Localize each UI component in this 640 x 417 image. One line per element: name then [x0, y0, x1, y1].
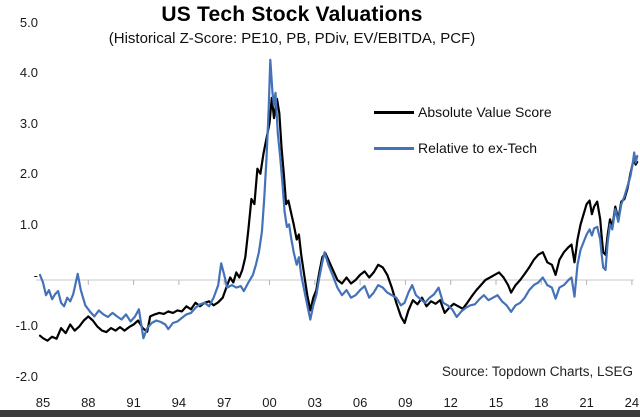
series-line-relative — [38, 58, 639, 340]
legend-label-absolute: Absolute Value Score — [418, 104, 552, 120]
y-axis-label: - — [33, 267, 38, 283]
x-axis-label: 06 — [352, 395, 368, 410]
x-axis-label: 24 — [624, 395, 640, 410]
x-axis-label: 21 — [579, 395, 594, 410]
x-axis-label: 18 — [534, 395, 549, 410]
x-axis-label: 15 — [488, 395, 504, 410]
chart-subtitle: (Historical Z-Score: PE10, PB, PDiv, EV/… — [108, 30, 476, 47]
series-line-absolute — [38, 96, 639, 342]
y-axis-label: 2.0 — [19, 166, 38, 182]
x-axis-label: 03 — [307, 395, 323, 410]
legend-swatch-1 — [374, 146, 414, 150]
legend: Absolute Value Score Relative to ex-Tech — [374, 103, 552, 175]
x-axis-label: 00 — [262, 395, 277, 410]
y-axis-label: -1.0 — [15, 318, 38, 334]
x-axis-label: 88 — [81, 395, 96, 410]
y-axis-label: 1.0 — [19, 216, 38, 232]
x-axis-label: 85 — [35, 395, 51, 410]
y-axis-label: 3.0 — [19, 115, 38, 131]
y-axis-label: 5.0 — [19, 14, 38, 30]
y-axis-label: -2.0 — [15, 368, 38, 384]
y-axis-label: 4.0 — [19, 65, 38, 81]
x-axis-label: 12 — [443, 395, 458, 410]
bottom-edge-bar — [0, 410, 640, 417]
source-note: Source: Topdown Charts, LSEG — [441, 364, 633, 379]
legend-label-relative: Relative to ex-Tech — [418, 140, 538, 156]
x-axis-label: 97 — [216, 395, 232, 410]
chart-title: US Tech Stock Valuations — [161, 3, 423, 26]
legend-item-relative: Relative to ex-Tech — [374, 139, 552, 157]
legend-item-absolute: Absolute Value Score — [374, 103, 552, 121]
x-axis-label: 94 — [171, 395, 187, 410]
x-axis-label: 09 — [398, 395, 413, 410]
x-axis-label: 91 — [126, 395, 141, 410]
legend-swatch-0 — [374, 110, 414, 114]
